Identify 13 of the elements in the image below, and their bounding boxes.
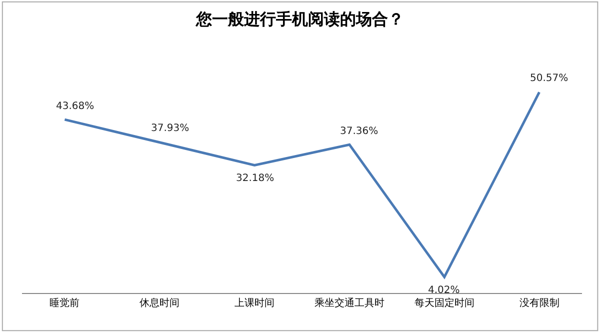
x-tick-label: 没有限制: [519, 297, 560, 309]
data-label: 37.93%: [151, 123, 190, 134]
x-tick-label: 休息时间: [140, 297, 180, 309]
chart-title: 您一般进行手机阅读的场合？: [195, 10, 404, 29]
x-tick-label: 睡觉前: [50, 297, 80, 309]
data-label: 50.57%: [530, 73, 568, 84]
data-label: 4.02%: [428, 285, 460, 296]
x-tick-label: 上课时间: [234, 297, 275, 309]
x-tick-label: 每天固定时间: [414, 297, 474, 309]
x-tick-label: 乘坐交通工具时: [314, 297, 384, 309]
data-label: 37.36%: [340, 126, 378, 137]
data-label: 32.18%: [236, 173, 274, 184]
data-label: 43.68%: [56, 101, 94, 112]
